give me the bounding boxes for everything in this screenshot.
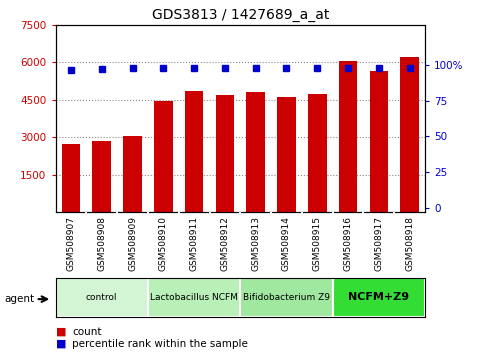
Text: GSM508917: GSM508917: [374, 216, 384, 271]
Bar: [92, 141, 111, 212]
Bar: [246, 92, 265, 212]
Bar: [333, 278, 425, 317]
Bar: [215, 95, 234, 212]
Bar: [339, 61, 357, 212]
Text: Lactobacillus NCFM: Lactobacillus NCFM: [150, 293, 238, 302]
Text: count: count: [72, 327, 102, 337]
Text: Bifidobacterium Z9: Bifidobacterium Z9: [243, 293, 330, 302]
Text: GSM508916: GSM508916: [343, 216, 353, 271]
Text: agent: agent: [5, 294, 35, 304]
Bar: [148, 278, 241, 317]
Text: ■: ■: [56, 339, 66, 349]
Bar: [56, 278, 148, 317]
Text: GSM508912: GSM508912: [220, 216, 229, 270]
Bar: [400, 57, 419, 212]
Text: GSM508909: GSM508909: [128, 216, 137, 271]
Bar: [154, 101, 172, 212]
Text: percentile rank within the sample: percentile rank within the sample: [72, 339, 248, 349]
Bar: [123, 136, 142, 212]
Text: GSM508907: GSM508907: [67, 216, 75, 271]
Bar: [62, 144, 80, 212]
Text: GSM508908: GSM508908: [97, 216, 106, 271]
Text: ■: ■: [56, 327, 66, 337]
Text: GSM508915: GSM508915: [313, 216, 322, 271]
Bar: [277, 97, 296, 212]
Bar: [185, 91, 203, 212]
Bar: [369, 71, 388, 212]
Text: GSM508911: GSM508911: [190, 216, 199, 271]
Text: control: control: [86, 293, 117, 302]
Title: GDS3813 / 1427689_a_at: GDS3813 / 1427689_a_at: [152, 8, 329, 22]
Bar: [240, 278, 333, 317]
Bar: [308, 93, 327, 212]
Text: GSM508913: GSM508913: [251, 216, 260, 271]
Text: GSM508914: GSM508914: [282, 216, 291, 270]
Text: GSM508918: GSM508918: [405, 216, 414, 271]
Text: GSM508910: GSM508910: [159, 216, 168, 271]
Text: NCFM+Z9: NCFM+Z9: [348, 292, 410, 302]
